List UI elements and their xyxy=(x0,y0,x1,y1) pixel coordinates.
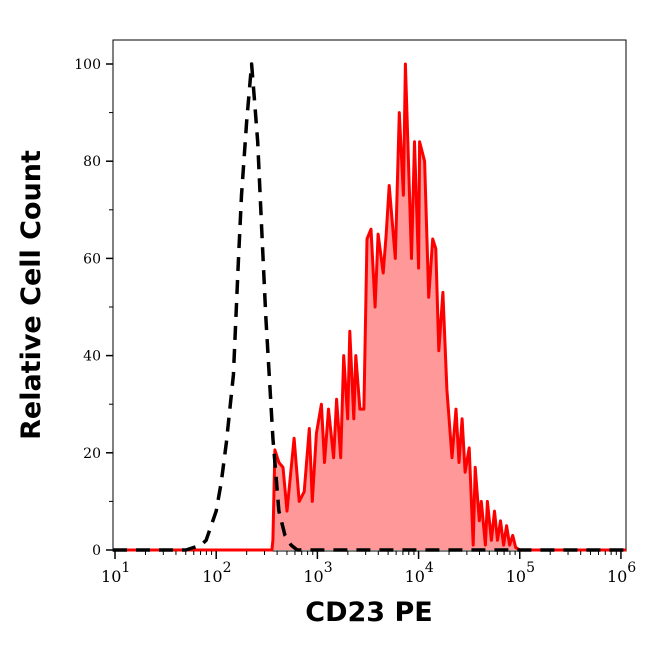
x-axis-title: CD23 PE xyxy=(305,597,432,628)
y-tick-label: 40 xyxy=(83,349,101,365)
x-tick-exponent: 5 xyxy=(526,560,535,576)
x-tick-label: 103 xyxy=(303,560,332,586)
y-axis-title: Relative Cell Count xyxy=(16,150,47,440)
x-tick-label: 106 xyxy=(607,560,636,586)
x-tick-label: 104 xyxy=(405,560,434,586)
x-tick-base: 10 xyxy=(607,567,627,586)
y-tick-label: 80 xyxy=(83,154,101,170)
series-layer xyxy=(113,62,626,552)
x-tick-base: 10 xyxy=(202,567,222,586)
x-tick-exponent: 6 xyxy=(627,560,636,576)
x-tick-label: 101 xyxy=(101,560,130,586)
y-tick-label: 20 xyxy=(83,446,101,462)
x-tick-base: 10 xyxy=(506,567,526,586)
x-tick-base: 10 xyxy=(405,567,425,586)
x-tick-base: 10 xyxy=(101,567,121,586)
x-tick-exponent: 4 xyxy=(425,560,434,576)
y-tick-label: 0 xyxy=(92,543,101,559)
x-tick-exponent: 1 xyxy=(121,560,130,576)
x-tick-label: 105 xyxy=(506,560,535,586)
x-tick-base: 10 xyxy=(303,567,323,586)
series-line-isotype-control xyxy=(113,62,626,552)
series-line-cd23-pe xyxy=(113,62,626,552)
y-tick-label: 100 xyxy=(74,57,101,73)
y-tick-label: 60 xyxy=(83,251,101,267)
x-tick-label: 102 xyxy=(202,560,231,586)
x-tick-exponent: 3 xyxy=(324,560,333,576)
x-tick-exponent: 2 xyxy=(223,560,232,576)
series-fill-cd23-pe xyxy=(113,64,626,550)
